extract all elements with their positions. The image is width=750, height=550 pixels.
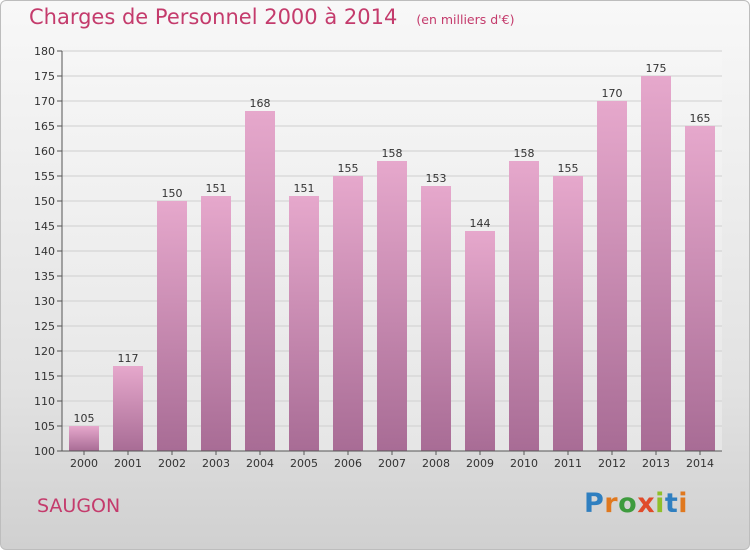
y-tick-label: 120 [34,345,55,358]
y-tick-label: 115 [34,370,55,383]
x-tick-label-2001: 2001 [114,457,142,470]
y-tick-label: 140 [34,245,55,258]
y-tick-label: 145 [34,220,55,233]
bar-2006 [333,176,363,451]
logo-letter: i [678,488,689,519]
bar-2010 [509,161,539,451]
y-tick-label: 165 [34,120,55,133]
bar-2007 [377,161,407,451]
x-tick-label-2014: 2014 [686,457,714,470]
bar-2013 [641,76,671,451]
value-label-2010: 158 [514,147,535,160]
x-tick-label-2007: 2007 [378,457,406,470]
y-tick-label: 150 [34,195,55,208]
y-tick-label: 170 [34,95,55,108]
bar-2004 [245,111,275,451]
value-label-2001: 117 [118,352,139,365]
title-text: Charges de Personnel 2000 à 2014 [29,5,398,29]
bar-2000 [69,426,99,451]
y-tick-label: 135 [34,270,55,283]
x-tick-label-2002: 2002 [158,457,186,470]
x-tick-label-2010: 2010 [510,457,538,470]
logo-letter: t [664,488,679,519]
value-labels: 105 117 150 151 168 151 155 158 153 144 158 155 170 1… [74,62,711,425]
value-label-2000: 105 [74,412,95,425]
bar-2005 [289,196,319,451]
x-tick-label-2012: 2012 [598,457,626,470]
bar-2003 [201,196,231,451]
x-tick-label-2008: 2008 [422,457,450,470]
value-label-2004: 168 [250,97,271,110]
chart-title: Charges de Personnel 2000 à 2014 (en mil… [29,5,514,29]
value-label-2003: 151 [206,182,227,195]
x-tick-label-2003: 2003 [202,457,230,470]
x-tick-label-2000: 2000 [70,457,98,470]
bar-2014 [685,126,715,451]
value-label-2007: 158 [382,147,403,160]
y-tick-label: 175 [34,70,55,83]
x-tick-label-2004: 2004 [246,457,274,470]
bar-2011 [553,176,583,451]
bar-2008 [421,186,451,451]
value-label-2013: 175 [646,62,667,75]
y-tick-label: 110 [34,395,55,408]
y-tick-label: 100 [34,445,55,458]
logo-letter: x [637,488,656,519]
value-label-2002: 150 [162,187,183,200]
value-label-2006: 155 [338,162,359,175]
proxiti-logo: Proxiti [584,488,688,519]
logo-letter: P [584,488,605,519]
commune-name: SAUGON [37,495,121,517]
logo-letter: i [655,488,665,519]
value-label-2012: 170 [602,87,623,100]
value-label-2011: 155 [558,162,579,175]
x-tick-label-2005: 2005 [290,457,318,470]
x-tick-label-2009: 2009 [466,457,494,470]
value-label-2005: 151 [294,182,315,195]
logo-letter: o [618,488,638,519]
value-label-2014: 165 [690,112,711,125]
y-tick-label: 105 [34,420,55,433]
x-tick-label-2013: 2013 [642,457,670,470]
y-tick-label: 155 [34,170,55,183]
y-tick-label: 160 [34,145,55,158]
y-tick-label: 130 [34,295,55,308]
x-tick-label-2011: 2011 [554,457,582,470]
bars [69,76,715,451]
bar-2009 [465,231,495,451]
bar-2002 [157,201,187,451]
axes: 100 105 110 115 120 125 130 135 140 145 150 155 160 1… [34,45,722,470]
logo-letter: r [604,488,619,519]
value-label-2008: 153 [426,172,447,185]
y-tick-label: 125 [34,320,55,333]
value-label-2009: 144 [470,217,491,230]
unit-text: (en milliers d'€) [416,12,515,27]
y-tick-label: 180 [34,45,55,58]
bar-2012 [597,101,627,451]
bar-2001 [113,366,143,451]
x-tick-label-2006: 2006 [334,457,362,470]
